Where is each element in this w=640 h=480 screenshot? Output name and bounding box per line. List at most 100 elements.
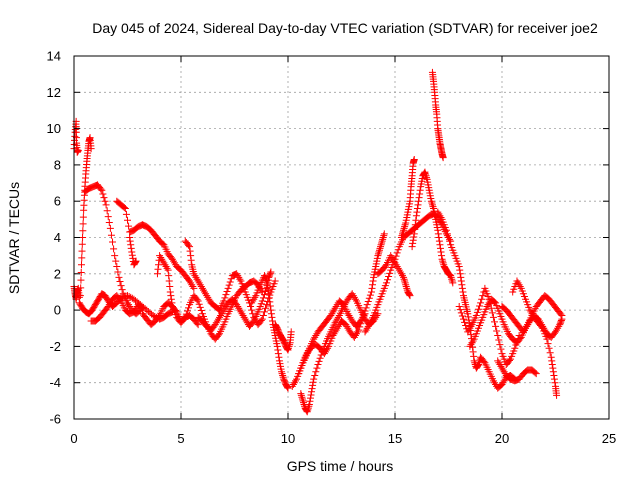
data-point xyxy=(393,263,401,271)
x-tick-label: 20 xyxy=(495,431,509,446)
data-point xyxy=(456,266,464,274)
data-point xyxy=(279,371,287,379)
data-point xyxy=(519,328,527,336)
data-point xyxy=(465,326,473,334)
data-point xyxy=(491,318,499,326)
data-point xyxy=(298,395,306,403)
data-point xyxy=(497,345,505,353)
data-point xyxy=(240,313,248,321)
data-point xyxy=(329,332,337,340)
data-point xyxy=(312,368,320,376)
data-point xyxy=(546,349,554,357)
data-point xyxy=(77,268,85,276)
data-point xyxy=(392,261,400,269)
data-point xyxy=(332,302,340,310)
data-point xyxy=(195,279,203,287)
data-point xyxy=(248,299,256,307)
data-point xyxy=(455,302,463,310)
data-point xyxy=(415,197,423,205)
data-point xyxy=(267,306,275,314)
y-tick-label: 4 xyxy=(54,230,61,245)
data-point xyxy=(437,214,445,222)
data-point xyxy=(259,294,267,302)
data-point xyxy=(350,333,358,341)
data-point xyxy=(402,283,410,291)
data-point xyxy=(264,287,272,295)
data-point xyxy=(308,388,316,396)
data-point xyxy=(379,234,387,241)
data-point xyxy=(494,357,502,365)
data-point xyxy=(395,266,403,274)
data-point xyxy=(327,312,335,320)
data-point xyxy=(289,381,297,389)
data-point xyxy=(364,322,372,330)
data-point xyxy=(286,341,294,349)
data-point xyxy=(400,224,408,232)
data-point xyxy=(196,303,204,311)
data-point xyxy=(265,294,273,302)
data-point xyxy=(227,275,235,283)
data-point xyxy=(170,257,178,265)
data-point xyxy=(480,357,488,365)
data-point xyxy=(393,249,401,257)
data-point xyxy=(131,259,139,267)
data-point xyxy=(439,154,447,162)
data-point xyxy=(103,207,111,215)
data-points xyxy=(70,68,566,416)
data-point xyxy=(401,221,409,229)
data-point xyxy=(305,346,313,354)
data-point xyxy=(461,318,469,326)
data-point xyxy=(343,322,351,330)
data-point xyxy=(365,294,373,302)
y-tick-label: 6 xyxy=(54,194,61,209)
data-point xyxy=(320,350,328,358)
data-point xyxy=(263,277,271,285)
data-point xyxy=(384,276,392,284)
data-point xyxy=(500,377,508,385)
data-point xyxy=(415,194,423,202)
data-point xyxy=(159,257,167,265)
data-point xyxy=(217,312,225,320)
data-point xyxy=(264,283,272,291)
data-point xyxy=(401,279,409,287)
data-point xyxy=(516,283,524,291)
data-point xyxy=(363,301,371,309)
data-point xyxy=(105,219,113,227)
data-point xyxy=(496,361,504,369)
data-point xyxy=(315,357,323,365)
data-point xyxy=(201,288,209,296)
data-point xyxy=(279,373,287,381)
x-tick-label: 25 xyxy=(602,431,616,446)
series-arc-z xyxy=(509,277,561,399)
data-point xyxy=(557,310,565,318)
data-point xyxy=(116,278,124,286)
y-tick-label: 2 xyxy=(54,266,61,281)
data-point xyxy=(550,371,558,379)
data-point xyxy=(469,348,477,356)
data-point xyxy=(309,381,317,389)
data-point xyxy=(164,266,172,274)
data-point xyxy=(468,339,476,347)
data-point xyxy=(186,243,194,251)
data-point xyxy=(297,390,305,398)
data-point xyxy=(348,290,356,298)
data-point xyxy=(473,308,481,316)
data-point xyxy=(87,145,95,153)
data-point xyxy=(306,394,314,402)
data-point xyxy=(248,306,256,314)
data-point xyxy=(194,321,202,329)
data-point xyxy=(532,370,540,378)
x-tick-label: 5 xyxy=(177,431,184,446)
data-point xyxy=(288,382,296,390)
data-point xyxy=(149,312,157,320)
data-point xyxy=(290,379,298,387)
data-point xyxy=(193,296,201,304)
data-point xyxy=(234,272,242,280)
series-arc-l xyxy=(271,321,295,354)
data-point xyxy=(213,317,221,325)
data-point xyxy=(222,302,230,310)
data-point xyxy=(520,326,528,334)
data-point xyxy=(398,232,406,240)
data-point xyxy=(334,313,342,321)
data-point xyxy=(457,309,465,317)
